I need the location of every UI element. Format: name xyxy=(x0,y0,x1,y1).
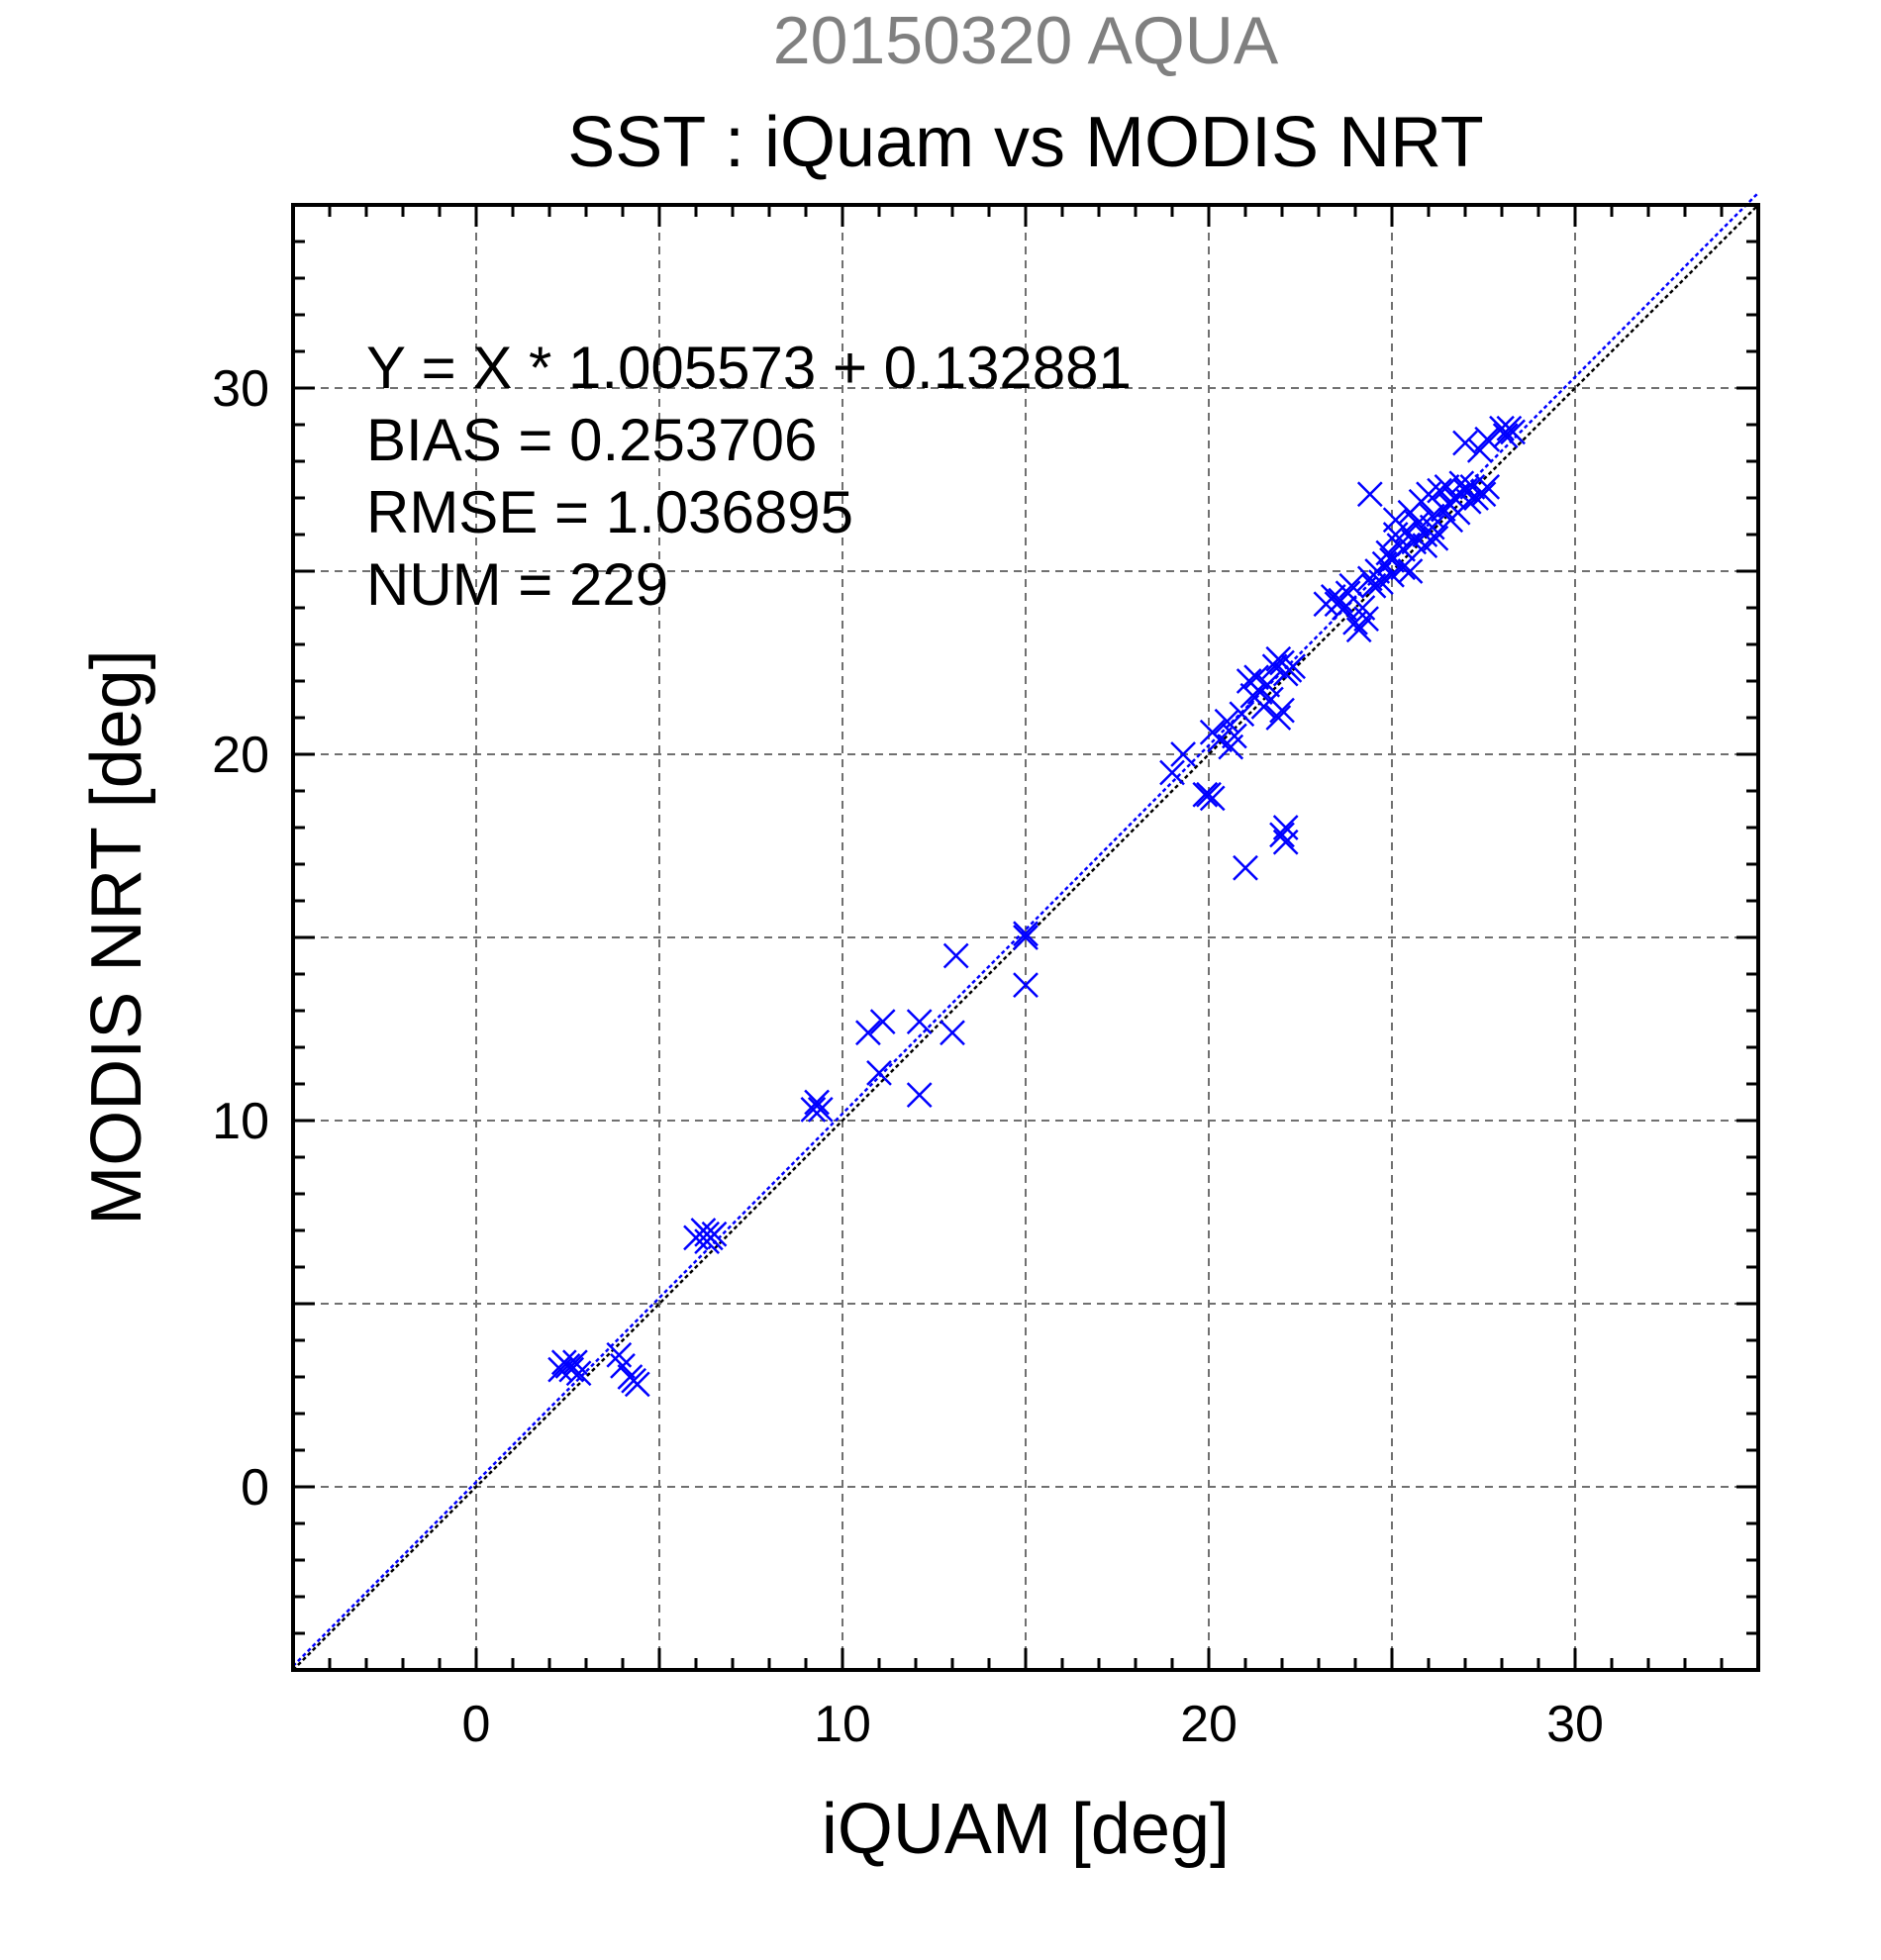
data-point xyxy=(1272,829,1299,855)
chart-title: SST : iQuam vs MODIS NRT xyxy=(567,103,1484,182)
data-point xyxy=(1272,815,1299,840)
data-point xyxy=(1254,671,1281,698)
data-point xyxy=(1441,485,1467,511)
data-point xyxy=(1192,781,1219,808)
data-point xyxy=(1243,664,1269,691)
y-tick-label: 20 xyxy=(212,727,269,784)
data-point xyxy=(1265,705,1292,731)
stats-fit-equation: Y = X * 1.005573 + 0.132881 xyxy=(366,335,1132,401)
data-point xyxy=(1170,741,1196,767)
data-point xyxy=(804,1089,830,1116)
data-point xyxy=(1474,474,1501,500)
data-point xyxy=(1405,511,1431,537)
data-point xyxy=(1353,606,1379,632)
data-point xyxy=(1013,972,1039,998)
data-point xyxy=(1013,921,1039,947)
data-point xyxy=(1500,419,1526,445)
data-point xyxy=(807,1097,834,1123)
data-point xyxy=(1492,423,1519,448)
data-point xyxy=(1466,438,1493,463)
data-point xyxy=(1229,701,1255,728)
data-point xyxy=(1159,759,1185,786)
data-point xyxy=(942,942,969,969)
tick-labels: 0 10 20 30 0 10 20 30 xyxy=(212,360,1604,1753)
data-point xyxy=(1269,697,1295,724)
data-point xyxy=(610,1353,636,1379)
data-point xyxy=(1474,426,1501,452)
data-points xyxy=(547,415,1526,1398)
data-point xyxy=(1390,554,1416,581)
data-point xyxy=(1437,507,1464,534)
data-point xyxy=(624,1371,650,1398)
chart-subtitle: 20150320 AQUA xyxy=(773,3,1279,78)
data-point xyxy=(1419,514,1445,540)
x-axis-label: iQUAM [deg] xyxy=(822,1790,1230,1869)
data-point xyxy=(1261,653,1288,680)
data-point xyxy=(1390,536,1416,562)
data-point xyxy=(1233,854,1258,881)
data-point xyxy=(1013,925,1039,950)
data-point xyxy=(565,1360,592,1387)
x-tick-label: 0 xyxy=(462,1696,491,1753)
data-point xyxy=(558,1356,585,1383)
grid-lines xyxy=(293,205,1758,1670)
y-axis-label: MODIS NRT [deg] xyxy=(77,649,156,1225)
data-point xyxy=(1222,723,1247,749)
data-point xyxy=(866,1060,892,1086)
data-point xyxy=(1356,481,1383,508)
y-tick-label: 30 xyxy=(212,360,269,418)
data-point xyxy=(694,1228,720,1254)
data-point xyxy=(906,1082,933,1108)
data-point xyxy=(940,1020,965,1046)
stats-box: Y = X * 1.005573 + 0.132881 BIAS = 0.253… xyxy=(366,335,1132,618)
data-point xyxy=(800,1097,827,1123)
data-point xyxy=(1452,430,1478,456)
data-point xyxy=(1269,822,1295,848)
data-point xyxy=(855,1020,881,1046)
data-point xyxy=(1470,481,1497,508)
data-point xyxy=(869,1009,896,1034)
x-tick-label: 20 xyxy=(1180,1696,1238,1753)
data-point xyxy=(1345,617,1372,643)
data-point xyxy=(1360,572,1387,599)
y-tick-label: 0 xyxy=(241,1459,269,1517)
stats-rmse: RMSE = 1.036895 xyxy=(366,479,853,545)
x-tick-label: 30 xyxy=(1546,1696,1604,1753)
y-tick-label: 10 xyxy=(212,1093,269,1150)
data-point xyxy=(1280,653,1306,680)
plot-frame xyxy=(291,203,1760,1672)
data-point xyxy=(906,1009,933,1034)
data-point xyxy=(1397,558,1424,584)
stats-num: NUM = 229 xyxy=(366,551,668,618)
data-point xyxy=(1338,572,1365,599)
x-tick-label: 10 xyxy=(814,1696,871,1753)
data-point xyxy=(1412,533,1438,558)
data-point xyxy=(1207,727,1233,753)
data-point xyxy=(1199,785,1226,812)
data-point xyxy=(1332,595,1357,621)
stats-bias: BIAS = 0.253706 xyxy=(366,407,817,473)
data-point xyxy=(1214,708,1240,735)
